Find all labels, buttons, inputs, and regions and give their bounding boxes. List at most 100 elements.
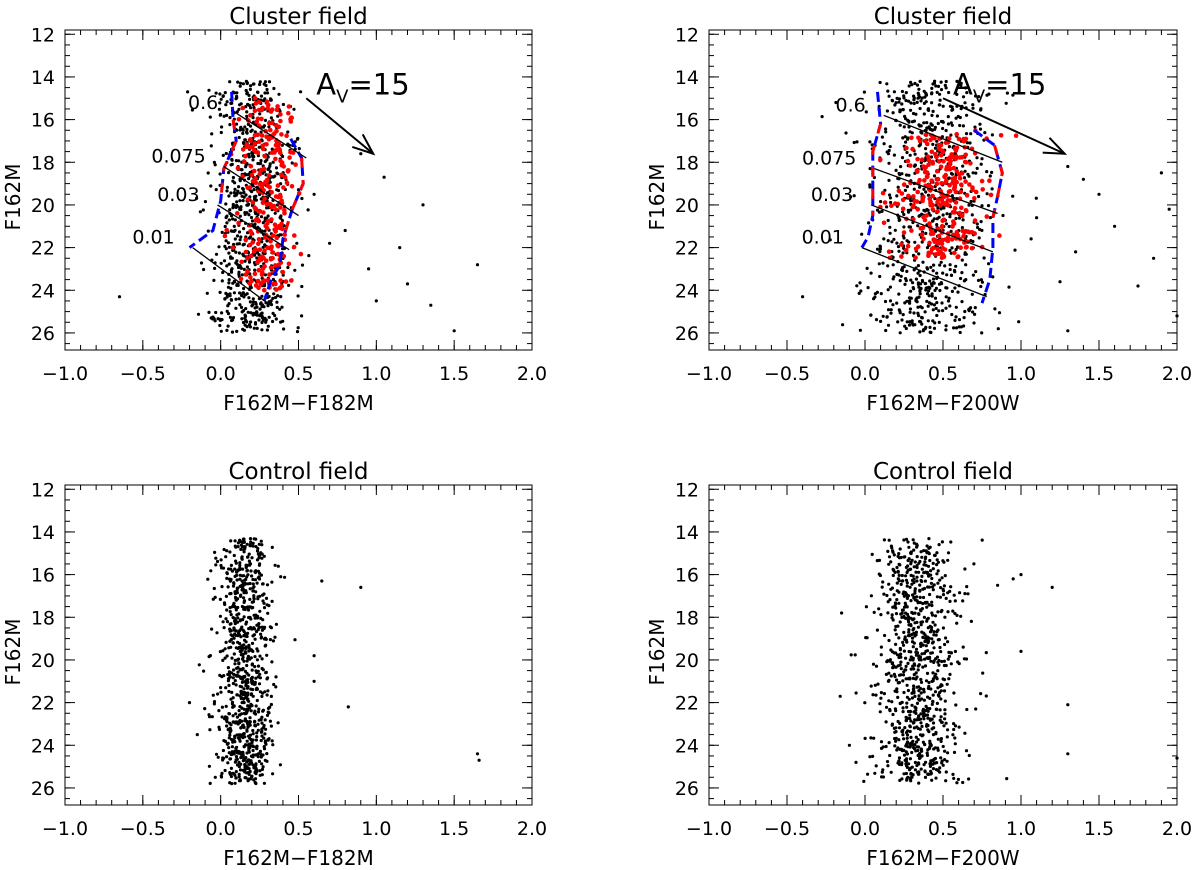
star-point [942, 584, 947, 588]
star-point [904, 173, 909, 177]
star-point [907, 240, 911, 244]
star-point [944, 596, 948, 601]
star-point [244, 695, 248, 699]
star-point [945, 735, 949, 739]
star-point [921, 595, 926, 600]
star-point [900, 156, 905, 160]
star-point [982, 256, 986, 260]
star-point [976, 225, 980, 230]
star-point [918, 79, 922, 83]
star-point [935, 701, 940, 706]
star-point [902, 748, 906, 753]
star-point [941, 309, 945, 313]
star-point [904, 98, 908, 103]
star-point [235, 200, 239, 204]
star-point [286, 130, 290, 134]
star-point [873, 292, 878, 296]
star-point [942, 659, 947, 663]
star-point [259, 215, 264, 219]
star-point [235, 329, 239, 333]
star-point [928, 279, 932, 283]
member-star-point [940, 149, 946, 155]
star-point [929, 651, 933, 655]
star-point [293, 638, 297, 642]
star-point [912, 580, 916, 585]
star-point [225, 264, 229, 268]
star-point [875, 628, 880, 632]
member-star-point [984, 214, 990, 219]
star-point [913, 743, 917, 747]
star-point [938, 718, 942, 722]
star-point [272, 292, 276, 296]
star-point [943, 708, 947, 712]
star-point [245, 542, 249, 546]
star-point [242, 190, 246, 194]
star-point [921, 709, 925, 713]
member-star-point [262, 287, 267, 293]
star-point [210, 715, 214, 719]
star-point [924, 147, 928, 151]
star-point [252, 778, 256, 782]
star-point [902, 96, 906, 100]
star-point [248, 744, 252, 748]
member-star-point [916, 135, 921, 141]
star-point [228, 772, 232, 776]
star-point [934, 730, 938, 735]
member-star-point [967, 182, 972, 187]
star-point [879, 613, 883, 617]
star-point [240, 555, 244, 559]
star-point [256, 755, 260, 759]
star-point [256, 161, 260, 166]
star-point [893, 730, 897, 734]
star-point [904, 603, 908, 607]
star-point [228, 610, 232, 614]
star-point [917, 694, 921, 698]
member-star-point [277, 285, 283, 291]
star-point [259, 159, 263, 163]
star-point [251, 728, 255, 733]
panel-title: Control field [873, 459, 1013, 485]
star-point [898, 620, 902, 624]
star-point [267, 294, 271, 299]
star-point [296, 136, 300, 141]
star-point [988, 174, 992, 178]
star-point [237, 297, 241, 301]
star-point [247, 236, 251, 240]
star-point [838, 694, 842, 698]
star-point [238, 264, 242, 268]
star-point [238, 81, 243, 85]
star-point [922, 687, 926, 692]
star-point [887, 582, 891, 586]
star-point [907, 323, 912, 327]
star-point [948, 215, 952, 219]
star-point [909, 101, 913, 105]
star-point [231, 281, 235, 285]
member-star-point [889, 203, 894, 208]
star-point [245, 92, 249, 96]
star-point [901, 679, 905, 683]
star-point [232, 668, 236, 672]
star-point [936, 638, 940, 642]
star-point [952, 776, 956, 781]
star-point [1035, 216, 1039, 220]
star-point [917, 314, 921, 318]
star-point [971, 273, 976, 277]
star-point [898, 108, 902, 112]
star-point [921, 587, 925, 591]
star-point [946, 299, 951, 303]
star-point [950, 312, 954, 317]
star-point [1019, 649, 1023, 654]
star-point [923, 310, 927, 314]
star-point [918, 595, 922, 600]
star-point [869, 736, 873, 740]
star-point [900, 266, 905, 270]
star-point [276, 564, 280, 568]
star-point [241, 82, 245, 86]
star-point [1066, 703, 1070, 707]
star-point [908, 729, 912, 734]
star-point [249, 540, 253, 544]
star-point [264, 320, 268, 324]
star-point [944, 286, 948, 290]
star-point [922, 112, 926, 116]
star-point [262, 736, 266, 740]
